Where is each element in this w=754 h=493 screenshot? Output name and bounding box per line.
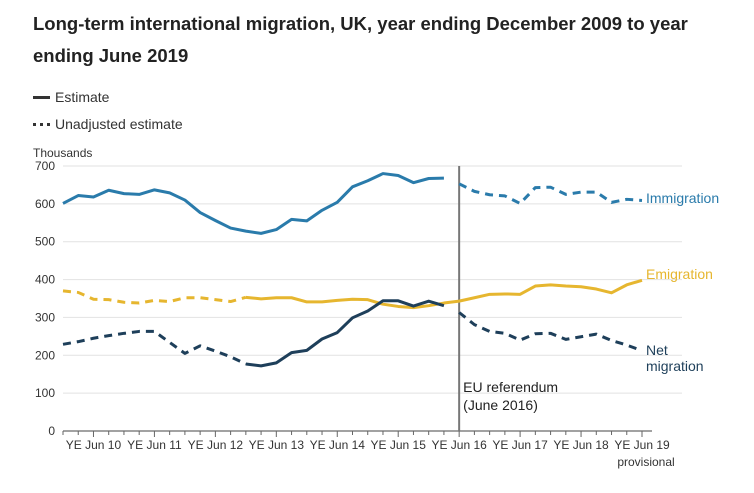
annotation-line2: (June 2016): [463, 397, 538, 413]
y-tick-label: 300: [35, 310, 55, 324]
lines-layer: [62, 166, 643, 431]
immigration-unadjusted-line: [458, 182, 643, 205]
y-tick-label: 200: [35, 348, 55, 362]
y-tick-label: 100: [35, 386, 55, 400]
x-tick-label: YE Jun 13: [249, 438, 305, 452]
chart-title: Long-term international migration, UK, y…: [33, 13, 688, 66]
x-tick-sublabel: provisional: [617, 455, 674, 469]
y-tick-label: 400: [35, 273, 55, 287]
net-migration-unadjusted-line: [458, 311, 643, 353]
net-migration-unadjusted-line: [62, 329, 247, 366]
x-tick-label: YE Jun 14: [310, 438, 366, 452]
x-tick-label: YE Jun 15: [371, 438, 427, 452]
annotation-line1: EU referendum: [463, 379, 558, 395]
legend-item-estimate: Estimate: [33, 89, 109, 105]
legend-solid-swatch: [33, 95, 50, 99]
x-tick-label: YE Jun 11: [127, 438, 182, 452]
x-tick-label: YE Jun 12: [188, 438, 244, 452]
net-migration-estimate-line: [245, 299, 445, 368]
emigration-label: Emigration: [646, 266, 713, 282]
legend-estimate-label: Estimate: [55, 89, 110, 105]
grid-layer: [63, 165, 682, 394]
y-tick-label: 600: [35, 197, 55, 211]
y-axis-title: Thousands: [33, 146, 92, 160]
x-tick-label: YE Jun 17: [492, 438, 548, 452]
net-migration-label-line2: migration: [646, 358, 704, 374]
legend-dotted-swatch: [33, 122, 50, 126]
legend-unadjusted-label: Unadjusted estimate: [55, 116, 183, 132]
y-tick-label: 500: [35, 235, 55, 249]
x-tick-label: YE Jun 19: [614, 438, 670, 452]
x-tick-label: YE Jun 16: [431, 438, 487, 452]
legend-item-unadjusted: Unadjusted estimate: [33, 116, 183, 132]
y-tick-label: 0: [48, 424, 55, 438]
immigration-estimate-line: [62, 172, 444, 235]
emigration-estimate-line: [245, 278, 643, 310]
immigration-label: Immigration: [646, 190, 719, 206]
emigration-unadjusted-line: [62, 289, 247, 305]
y-tick-label: 700: [35, 159, 55, 173]
net-migration-label-line1: Net: [646, 342, 668, 358]
x-tick-label: YE Jun 18: [553, 438, 609, 452]
axes-layer: 0 100 200 300 400 500 600 700 YE Jun 10 YE Jun 11…: [35, 159, 675, 469]
labels-layer: EU referendum (June 2016) Immigration Emigr…: [463, 190, 719, 413]
x-tick-label: YE Jun 10: [66, 438, 122, 452]
